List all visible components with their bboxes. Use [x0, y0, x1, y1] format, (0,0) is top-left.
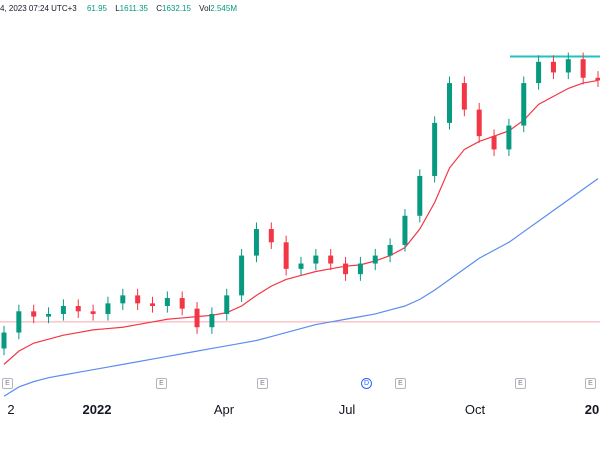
candle-body	[506, 125, 512, 150]
candle-body	[357, 263, 363, 275]
candle-body	[150, 303, 155, 306]
candle-body	[595, 77, 600, 81]
candle-body	[461, 83, 467, 110]
candle-body	[46, 313, 52, 317]
candle-body	[120, 295, 126, 304]
candle-body	[565, 59, 571, 73]
earnings-marker[interactable]: E	[156, 378, 167, 389]
candle-body	[580, 59, 586, 78]
legend-close-value: 1632.15	[162, 4, 191, 13]
candle-body	[60, 306, 66, 314]
time-axis[interactable]: E E E D E E E 2 2022 Apr Jul Oct 20	[0, 378, 600, 450]
candle-body	[253, 229, 259, 256]
candle-body	[387, 244, 393, 256]
candle-body	[75, 306, 81, 312]
candle-body	[1, 332, 7, 349]
candle-body	[402, 215, 408, 245]
earnings-marker[interactable]: E	[2, 378, 13, 389]
candle-body	[268, 229, 274, 243]
candle-body	[135, 295, 141, 304]
candlestick-plot[interactable]	[0, 0, 600, 400]
time-label: 20	[584, 402, 600, 417]
candle-body	[313, 255, 319, 264]
candle-body	[239, 255, 245, 296]
candles-group	[1, 52, 600, 356]
candle-body	[209, 313, 215, 328]
candle-body	[16, 311, 22, 333]
earnings-marker[interactable]: E	[585, 378, 596, 389]
candle-body	[90, 311, 96, 314]
candle-body	[432, 122, 438, 176]
legend-volume-value: 2.545M	[210, 4, 237, 13]
legend-volume-label: Vol	[199, 4, 211, 13]
candle-body	[194, 308, 200, 328]
ma-long-line	[3, 178, 599, 397]
candle-body	[328, 255, 334, 264]
time-label: Apr	[213, 402, 235, 417]
candle-body	[164, 298, 170, 306]
legend-low-label: L	[115, 4, 120, 13]
candle-body	[224, 295, 230, 314]
candle-body	[550, 61, 556, 73]
earnings-marker[interactable]: E	[515, 378, 526, 389]
candle-body	[372, 255, 378, 264]
time-label: 2	[7, 402, 15, 417]
earnings-marker[interactable]: E	[395, 378, 406, 389]
legend-timestamp: 4, 2023 07:24 UTC+3	[0, 4, 77, 13]
candle-body	[536, 61, 542, 84]
time-label: Oct	[464, 402, 486, 417]
time-label: 2022	[82, 402, 112, 417]
legend-close-label: C	[156, 4, 163, 13]
price-chart[interactable]: 4, 2023 07:24 UTC+3 61.95 L1611.35 C1632…	[0, 0, 600, 400]
ohlc-legend: 4, 2023 07:24 UTC+3 61.95 L1611.35 C1632…	[0, 0, 237, 18]
candle-body	[105, 303, 111, 314]
time-label: Jul	[338, 402, 356, 417]
earnings-marker[interactable]: E	[257, 378, 268, 389]
candle-body	[417, 175, 423, 216]
candle-body	[476, 109, 482, 137]
candle-body	[491, 136, 497, 150]
candle-body	[521, 83, 527, 126]
candle-body	[179, 298, 185, 309]
candle-body	[283, 242, 289, 269]
legend-open-value: 61.95	[86, 4, 107, 13]
legend-low-value: 1611.35	[119, 4, 148, 13]
candle-body	[298, 263, 304, 269]
dividend-marker[interactable]: D	[361, 378, 372, 389]
candle-body	[31, 311, 37, 317]
candle-body	[343, 263, 349, 275]
candle-body	[447, 83, 452, 123]
